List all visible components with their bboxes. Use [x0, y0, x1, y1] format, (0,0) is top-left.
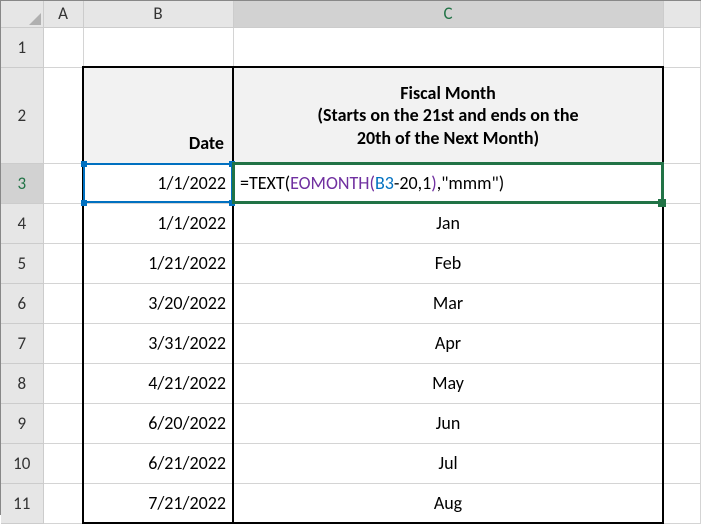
formula-text: =TEXT(EOMONTH(B3-20,1),"mmm"): [240, 172, 504, 194]
cell-A11[interactable]: [43, 483, 83, 523]
cell-C1[interactable]: [233, 27, 663, 67]
row-header-11[interactable]: 11: [1, 483, 43, 523]
row-header-9[interactable]: 9: [1, 403, 43, 443]
header-fiscal-month[interactable]: Fiscal Month (Starts on the 21st and end…: [233, 67, 663, 163]
row-header-6[interactable]: 6: [1, 283, 43, 323]
cell-B3-value: 1/1/2022: [157, 172, 226, 194]
row-header-3[interactable]: 3: [1, 163, 43, 203]
cell-A1[interactable]: [43, 27, 83, 67]
cell-C11[interactable]: Aug: [233, 483, 663, 523]
cell-B8[interactable]: 4/21/2022: [83, 363, 233, 403]
cell-D7[interactable]: [663, 323, 700, 363]
cell-D4[interactable]: [663, 203, 700, 243]
select-all-corner[interactable]: [1, 1, 43, 27]
cell-B11[interactable]: 7/21/2022: [83, 483, 233, 523]
cell-D1[interactable]: [663, 27, 700, 67]
col-header-B[interactable]: B: [83, 1, 233, 27]
cell-C3-selected[interactable]: =TEXT(EOMONTH(B3-20,1),"mmm"): [233, 163, 663, 203]
cell-A8[interactable]: [43, 363, 83, 403]
cell-B6[interactable]: 3/20/2022: [83, 283, 233, 323]
cell-B7[interactable]: 3/31/2022: [83, 323, 233, 363]
row-header-7[interactable]: 7: [1, 323, 43, 363]
ref-handle-icon: [81, 161, 87, 167]
cell-D10[interactable]: [663, 443, 700, 483]
header-fiscal-line3: 20th of the Next Month): [242, 127, 654, 150]
cell-B3[interactable]: 1/1/2022: [83, 163, 233, 203]
cell-D3[interactable]: [663, 163, 700, 203]
cell-A9[interactable]: [43, 403, 83, 443]
cell-A5[interactable]: [43, 243, 83, 283]
cell-A3[interactable]: [43, 163, 83, 203]
cell-A7[interactable]: [43, 323, 83, 363]
cell-D9[interactable]: [663, 403, 700, 443]
row-header-2[interactable]: 2: [1, 67, 43, 163]
cell-A10[interactable]: [43, 443, 83, 483]
cell-C6[interactable]: Mar: [233, 283, 663, 323]
cell-A4[interactable]: [43, 203, 83, 243]
header-date[interactable]: Date: [83, 67, 233, 163]
cell-D11[interactable]: [663, 483, 700, 523]
cell-D8[interactable]: [663, 363, 700, 403]
cell-B1[interactable]: [83, 27, 233, 67]
cell-D5[interactable]: [663, 243, 700, 283]
col-header-blank[interactable]: [663, 1, 700, 27]
cell-C4[interactable]: Jan: [233, 203, 663, 243]
spreadsheet: A B C 1 2 Date Fiscal Month (Starts on t…: [0, 0, 701, 515]
cell-C9[interactable]: Jun: [233, 403, 663, 443]
cell-B9[interactable]: 6/20/2022: [83, 403, 233, 443]
cell-B5[interactable]: 1/21/2022: [83, 243, 233, 283]
cell-D6[interactable]: [663, 283, 700, 323]
fill-handle-icon[interactable]: [658, 199, 666, 207]
row-header-1[interactable]: 1: [1, 27, 43, 67]
col-header-A[interactable]: A: [43, 1, 83, 27]
grid: A B C 1 2 Date Fiscal Month (Starts on t…: [1, 1, 701, 524]
cell-C5[interactable]: Feb: [233, 243, 663, 283]
header-fiscal-line1: Fiscal Month: [242, 82, 654, 105]
cell-C7[interactable]: Apr: [233, 323, 663, 363]
row-header-4[interactable]: 4: [1, 203, 43, 243]
row-header-8[interactable]: 8: [1, 363, 43, 403]
col-header-C[interactable]: C: [233, 1, 663, 27]
cell-B10[interactable]: 6/21/2022: [83, 443, 233, 483]
cell-C10[interactable]: Jul: [233, 443, 663, 483]
cell-A2[interactable]: [43, 67, 83, 163]
cell-D2[interactable]: [663, 67, 700, 163]
cell-C8[interactable]: May: [233, 363, 663, 403]
row-header-10[interactable]: 10: [1, 443, 43, 483]
cell-B4[interactable]: 1/1/2022: [83, 203, 233, 243]
cell-A6[interactable]: [43, 283, 83, 323]
row-header-5[interactable]: 5: [1, 243, 43, 283]
ref-handle-icon: [81, 200, 87, 206]
header-fiscal-line2: (Starts on the 21st and ends on the: [242, 104, 654, 127]
